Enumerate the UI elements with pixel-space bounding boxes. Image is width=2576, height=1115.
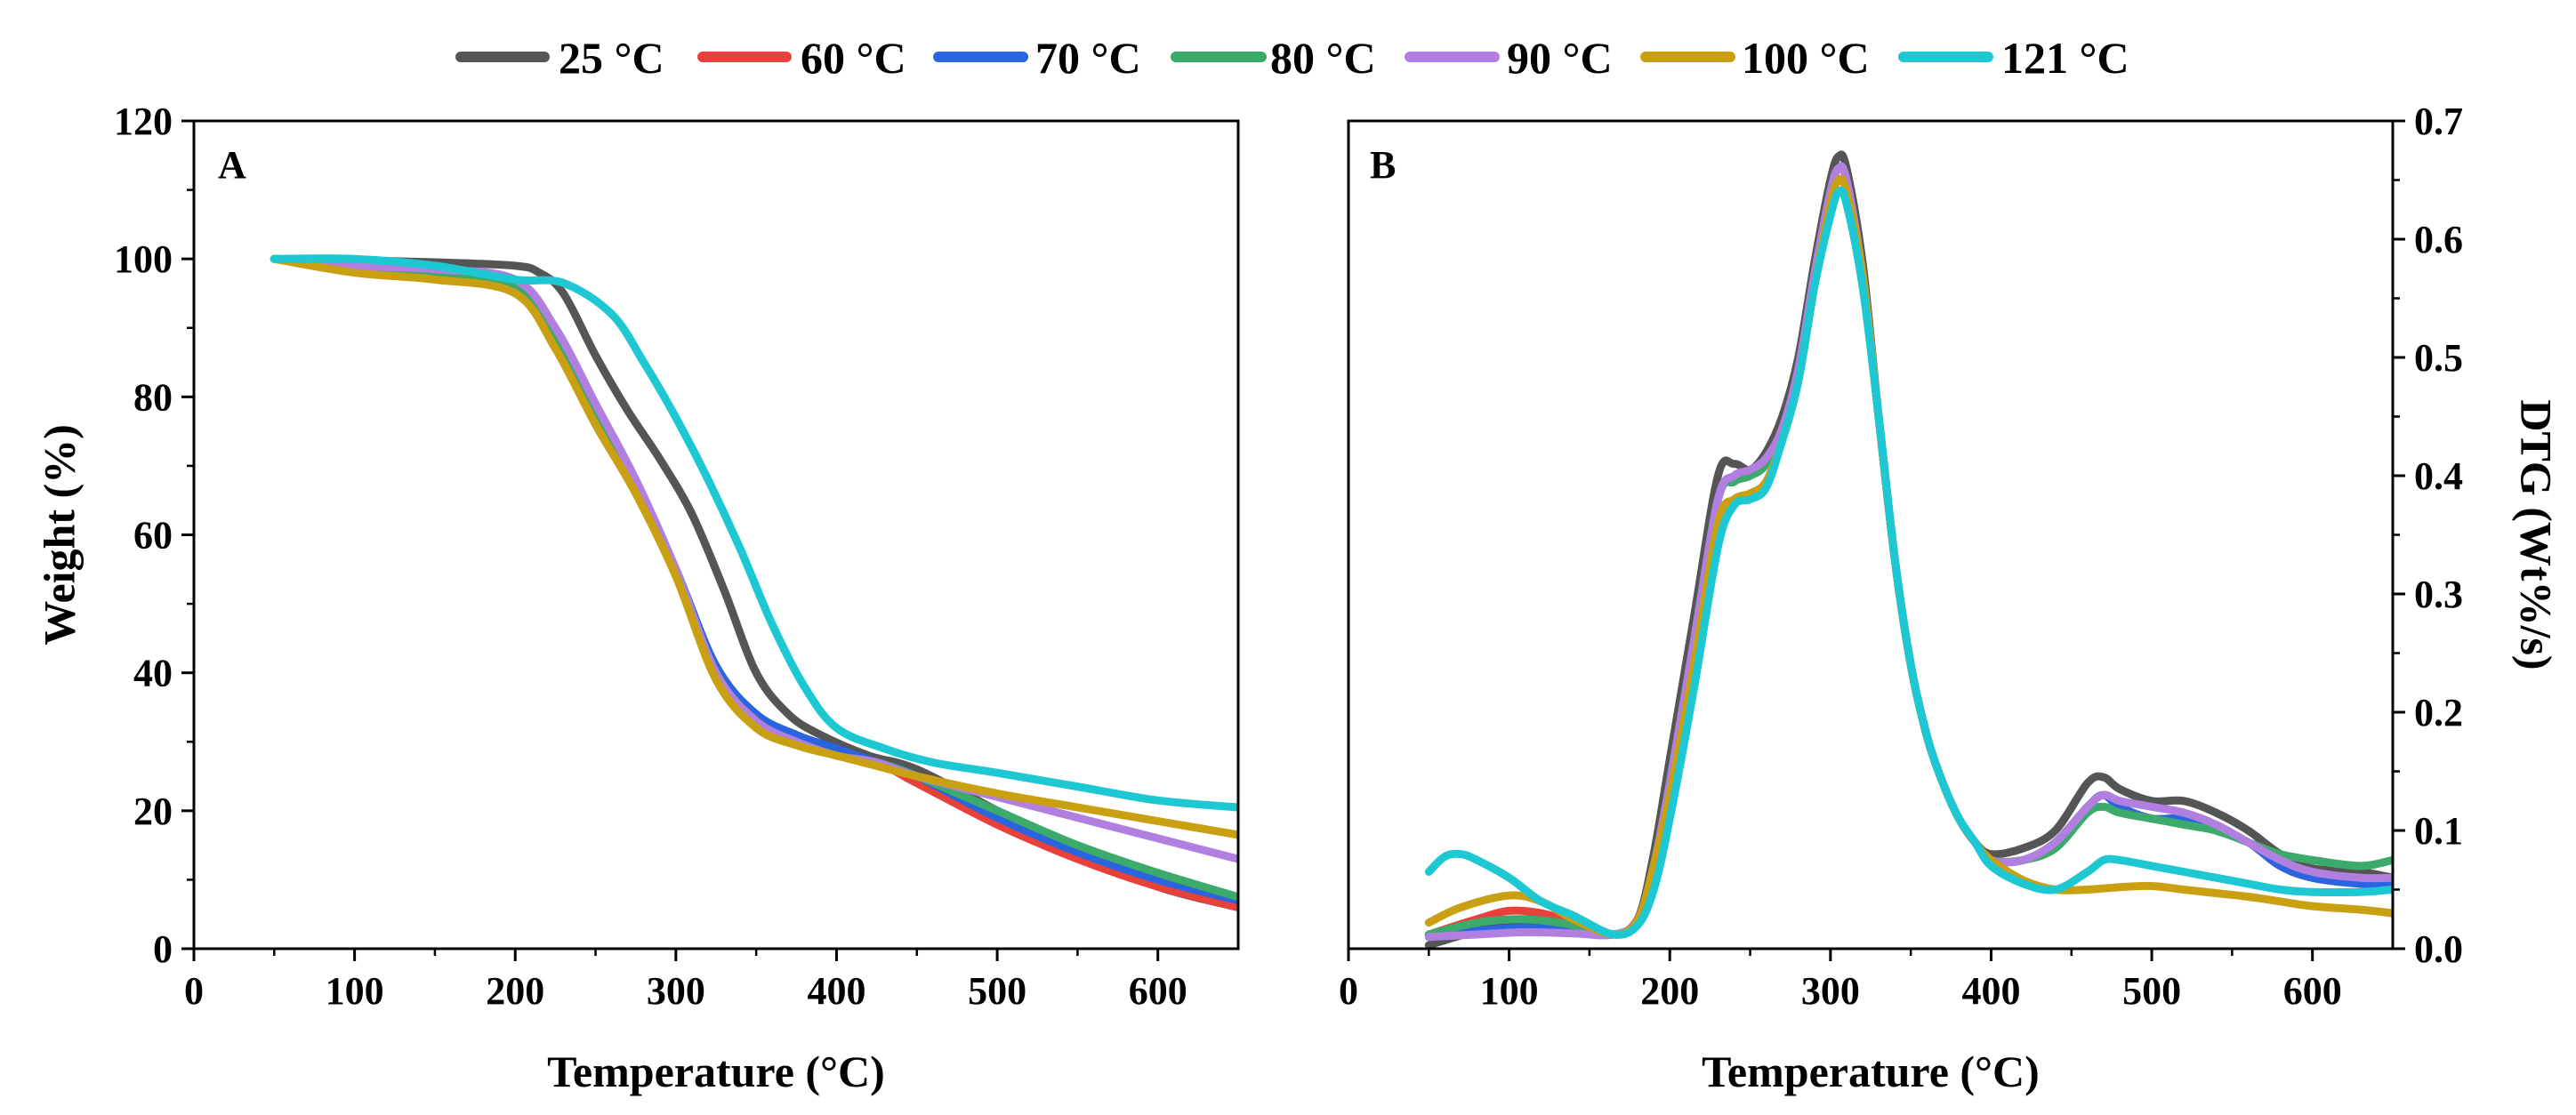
x-tick-label: 400 xyxy=(807,969,865,1013)
x-tick-label: 500 xyxy=(968,969,1026,1013)
panel-a-weight-chart: 0 100 200 300 400 500 600 0 20 40 60 80 100 120 Temper… xyxy=(34,100,1240,1096)
legend-label: 70 °C xyxy=(1035,33,1141,83)
series-line-70c xyxy=(1424,162,2393,942)
series-group xyxy=(1424,150,2393,949)
x-tick-label: 0 xyxy=(1339,969,1358,1013)
x-tick-label: 500 xyxy=(2122,969,2181,1013)
y-tick-label: 100 xyxy=(114,237,173,281)
y-tick-label: 0.5 xyxy=(2414,336,2463,380)
x-tick-label: 200 xyxy=(1640,969,1699,1013)
series-line-90c xyxy=(270,254,1238,863)
legend-entry: 80 °C xyxy=(1171,33,1376,83)
legend-entry: 100 °C xyxy=(1640,33,1870,83)
y-tick-label: 0.1 xyxy=(2414,809,2463,853)
y-tick-label: 0.2 xyxy=(2414,691,2463,734)
x-axis-title: Temperature (°C) xyxy=(1702,1047,2040,1096)
series-line-121c xyxy=(1424,186,2393,939)
x-tick-label: 100 xyxy=(1480,969,1539,1013)
x-tick-label: 100 xyxy=(326,969,384,1013)
series-line-80c xyxy=(1424,162,2393,939)
x-tick-label: 600 xyxy=(1129,969,1187,1013)
x-tick-label: 300 xyxy=(647,969,705,1013)
panel-label: B xyxy=(1370,143,1396,187)
y-tick-label: 0.6 xyxy=(2414,218,2463,261)
panel-b-dtg-chart: 0 100 200 300 400 500 600 0.0 0.1 0.2 0.3 0.4 0.5 0.6… xyxy=(1339,100,2562,1096)
y-tick-label: 0.7 xyxy=(2414,100,2463,143)
legend-label: 90 °C xyxy=(1507,33,1613,83)
legend-label: 100 °C xyxy=(1742,33,1870,83)
legend: 25 °C 60 °C 70 °C 80 °C 90 °C 100 °C 121 °C xyxy=(455,33,2129,83)
legend-entry: 70 °C xyxy=(933,33,1141,83)
y-tick-label: 80 xyxy=(133,375,173,419)
y-tick-label: 60 xyxy=(133,514,173,558)
y-tick-label: 0.4 xyxy=(2414,454,2463,498)
series-group xyxy=(270,254,1238,911)
y-axis-title: Weight (%) xyxy=(34,424,84,646)
x-tick-label: 600 xyxy=(2283,969,2342,1013)
y-tick-label: 0.0 xyxy=(2414,927,2463,971)
x-tick-label: 0 xyxy=(184,969,204,1013)
series-line-100c xyxy=(270,254,1238,839)
legend-label: 60 °C xyxy=(801,33,906,83)
y-tick-label: 20 xyxy=(133,790,173,833)
legend-entry: 60 °C xyxy=(697,33,906,83)
y-tick-label: 40 xyxy=(133,652,173,695)
series-line-90c xyxy=(1424,162,2393,942)
x-axis-title: Temperature (°C) xyxy=(547,1047,885,1096)
y-axis-title: DTG (Wt%/s) xyxy=(2512,399,2562,670)
legend-label: 121 °C xyxy=(2001,33,2129,83)
legend-label: 80 °C xyxy=(1270,33,1376,83)
y-tick-label: 0.3 xyxy=(2414,573,2463,616)
plot-frame xyxy=(192,119,1240,951)
legend-entry: 25 °C xyxy=(455,33,664,83)
x-tick-label: 400 xyxy=(1961,969,2020,1013)
legend-entry: 90 °C xyxy=(1405,33,1613,83)
panel-label: A xyxy=(218,143,246,187)
y-tick-label: 120 xyxy=(114,100,173,143)
legend-label: 25 °C xyxy=(559,33,664,83)
x-tick-label: 300 xyxy=(1801,969,1860,1013)
legend-entry: 121 °C xyxy=(1898,33,2129,83)
x-tick-label: 200 xyxy=(486,969,544,1013)
series-line-100c xyxy=(1424,174,2393,939)
series-line-25c xyxy=(1424,150,2393,949)
y-tick-label: 0 xyxy=(153,927,173,971)
series-line-60c xyxy=(1424,162,2393,939)
series-line-121c xyxy=(270,254,1238,812)
